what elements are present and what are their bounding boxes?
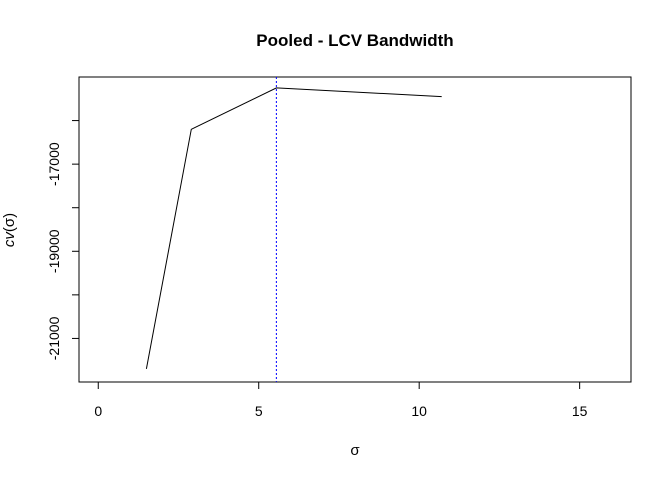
x-axis: 0 5 10 15 [94,381,588,419]
x-tick-label: 0 [94,403,102,419]
y-axis: -21000 -19000 -17000 [46,120,80,360]
x-tick-label: 10 [411,403,427,419]
plot-area-frame [78,76,632,383]
series-line [145,87,442,369]
x-tick-label: 15 [572,403,588,419]
series-layer [145,77,442,382]
y-tick-label: -21000 [46,316,62,360]
y-axis-label-arg: (σ) [1,213,18,232]
y-axis-label: cv(σ) [1,213,18,247]
chart-title: Pooled - LCV Bandwidth [256,31,453,50]
x-tick-label: 5 [255,403,263,419]
y-axis-label-main: cv [1,231,18,248]
y-tick-label: -19000 [46,229,62,273]
x-axis-label: σ [350,442,360,459]
y-tick-label: -17000 [46,142,62,186]
